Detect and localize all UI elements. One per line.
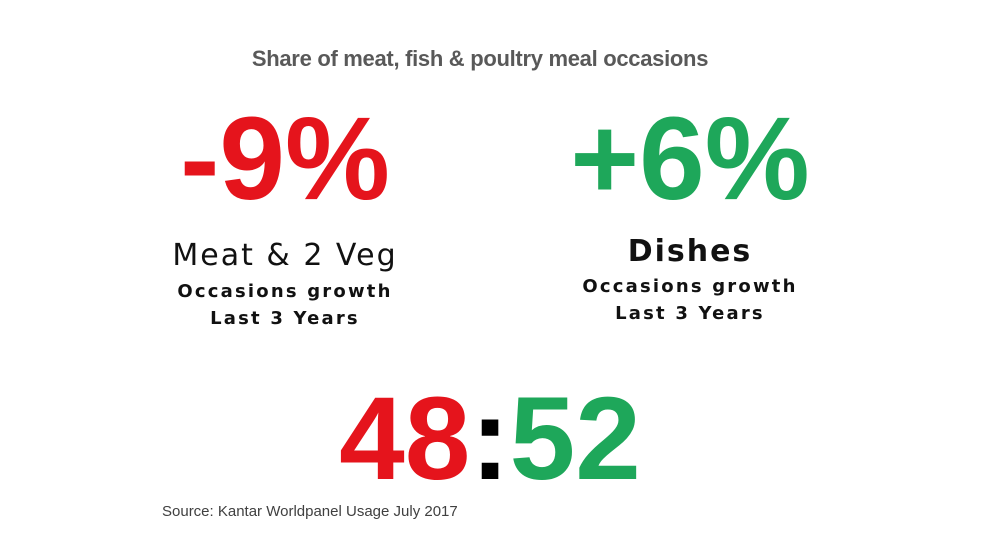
left-value: -9% xyxy=(180,93,390,225)
right-label: Dishes xyxy=(627,234,753,269)
ratio: 48:52 xyxy=(290,380,690,498)
left-label: Meat & 2 Veg xyxy=(172,238,398,273)
left-line2: Last 3 Years xyxy=(210,308,360,329)
source: Source: Kantar Worldpanel Usage July 201… xyxy=(162,503,458,520)
left-line1: Occasions growth xyxy=(177,281,393,302)
right-line1: Occasions growth xyxy=(582,276,798,297)
ratio-left: 48 xyxy=(339,373,471,505)
title: Share of meat, fish & poultry meal occas… xyxy=(251,46,709,71)
right-value: +6% xyxy=(570,93,810,225)
ratio-separator: : xyxy=(470,373,510,505)
ratio-right: 52 xyxy=(509,373,641,505)
right-line2: Last 3 Years xyxy=(615,303,765,324)
